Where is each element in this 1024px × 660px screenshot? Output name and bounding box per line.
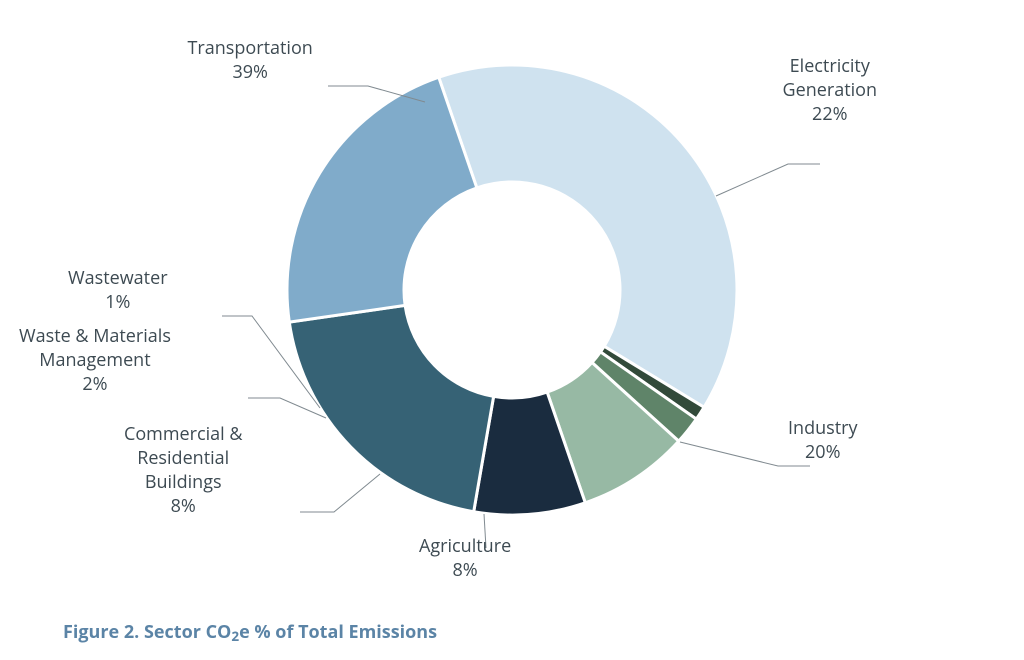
leader-line	[716, 164, 820, 196]
caption-suffix: e % of Total Emissions	[239, 620, 437, 644]
slice-label: Transportation 39%	[188, 36, 313, 85]
leader-line	[300, 474, 380, 512]
slice-industry	[289, 305, 493, 511]
caption-sub: 2	[231, 627, 239, 645]
caption-prefix: Figure 2. Sector CO	[63, 620, 231, 644]
slice-label: Waste & Materials Management 2%	[19, 324, 171, 397]
chart-container: Transportation 39% Wastewater 1% Waste & M…	[0, 0, 1024, 660]
slice-label: Agriculture 8%	[419, 534, 511, 583]
donut-slices	[287, 65, 737, 515]
slice-electricity-generation	[287, 77, 477, 322]
slice-label: Industry 20%	[788, 416, 858, 465]
slice-label: Wastewater 1%	[68, 266, 168, 315]
slice-label: Commercial & Residential Buildings 8%	[124, 422, 242, 519]
slice-label: Electricity Generation 22%	[783, 54, 878, 127]
slice-transportation	[439, 65, 737, 407]
figure-caption: Figure 2. Sector CO2e % of Total Emissio…	[63, 620, 437, 644]
